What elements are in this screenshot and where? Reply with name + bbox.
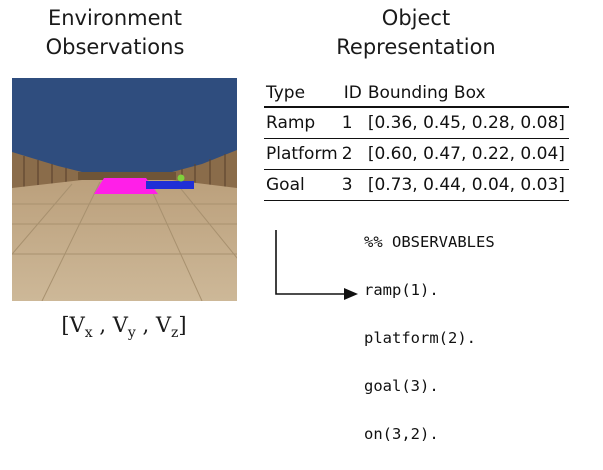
- sky: [12, 78, 237, 173]
- code-line: %% OBSERVABLES: [364, 233, 495, 251]
- cell-bbox: [0.60, 0.47, 0.22, 0.04]: [367, 144, 565, 164]
- platform-object: [146, 181, 194, 189]
- environment-observations-heading: Environment Observations: [45, 6, 185, 59]
- header-bounding-box: Bounding Box: [367, 83, 486, 103]
- cell-id: 1: [341, 113, 353, 133]
- code-line: platform(2).: [364, 329, 476, 347]
- code-line: ramp(1).: [364, 281, 439, 299]
- goal-object: [177, 174, 185, 182]
- cell-type: Goal: [266, 175, 305, 195]
- flow-arrow: [275, 230, 358, 300]
- cell-type: Platform: [266, 144, 338, 164]
- header-id: ID: [343, 83, 362, 103]
- right-wall: [172, 150, 237, 190]
- observables-code-block: %% OBSERVABLES ramp(1). platform(2). goa…: [364, 230, 495, 470]
- cell-bbox: [0.73, 0.44, 0.04, 0.03]: [367, 175, 565, 195]
- back-wall: [78, 172, 176, 180]
- left-wall: [12, 152, 82, 190]
- object-table: Type ID Bounding Box Ramp 1 [0.36, 0.45,…: [264, 80, 569, 201]
- cell-type: Ramp: [266, 113, 316, 133]
- table-row: Platform 2 [0.60, 0.47, 0.22, 0.04]: [264, 139, 569, 170]
- table-row: Ramp 1 [0.36, 0.45, 0.28, 0.08]: [264, 107, 569, 139]
- table-header-row: Type ID Bounding Box: [264, 80, 569, 107]
- header-type: Type: [266, 83, 306, 103]
- code-line: goal(3).: [364, 377, 439, 395]
- arrow-head-icon: [344, 288, 358, 300]
- environment-scene-image: [12, 78, 237, 301]
- ramp-object: [94, 178, 158, 194]
- code-line: on(3,2).: [364, 425, 439, 443]
- cell-bbox: [0.36, 0.45, 0.28, 0.08]: [367, 113, 565, 133]
- velocity-vector-label: [Vx , Vy , Vz]: [61, 313, 187, 342]
- floor: [12, 180, 237, 301]
- object-representation-heading: Object Representation: [336, 6, 496, 59]
- cell-id: 3: [341, 175, 353, 195]
- cell-id: 2: [341, 144, 353, 164]
- table-row: Goal 3 [0.73, 0.44, 0.04, 0.03]: [264, 170, 569, 201]
